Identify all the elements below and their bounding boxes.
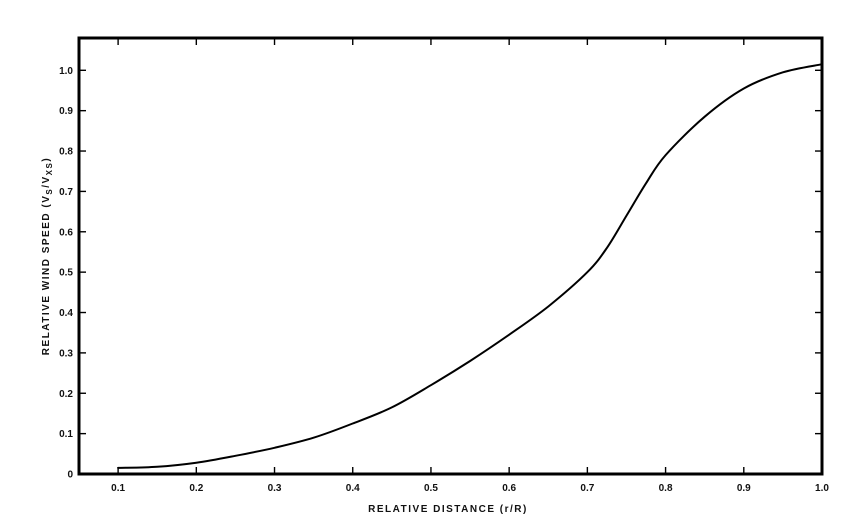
y-tick-label: 0.4 (59, 308, 73, 319)
x-tick-label: 0.3 (268, 483, 282, 494)
y-axis-title: RELATIVE WIND SPEED (VS/VXS) (41, 157, 54, 355)
x-tick-label: 0.5 (424, 483, 438, 494)
y-tick-label: 1.0 (59, 66, 73, 77)
x-tick-label: 0.2 (189, 483, 203, 494)
x-tick-label: 0.6 (502, 483, 516, 494)
y-tick-label: 0 (67, 470, 73, 481)
x-tick-label: 0.9 (737, 483, 751, 494)
x-axis-ticks: 0.1 0.2 0.3 0.4 0.5 0.6 0.7 0.8 0.9 1.0 (111, 38, 829, 494)
y-axis-ticks: 0 0.1 0.2 0.3 0.4 0.5 0.6 0.7 0.8 0.9 1.0 (59, 66, 822, 481)
x-tick-label: 0.4 (346, 483, 360, 494)
y-axis-title-prefix: RELATIVE WIND SPEED (V (41, 195, 52, 356)
plot-frame (77, 36, 824, 476)
x-tick-label: 1.0 (815, 483, 829, 494)
x-tick-label: 0.7 (580, 483, 594, 494)
x-tick-label: 0.8 (659, 483, 673, 494)
y-axis-title-sub1: S (45, 188, 54, 195)
x-tick-label: 0.1 (111, 483, 125, 494)
x-axis-title: RELATIVE DISTANCE (r/R) (368, 504, 528, 515)
y-axis-title-mid: /V (41, 175, 52, 187)
wind-speed-curve (117, 63, 823, 469)
y-axis-title-sub2: XS (45, 162, 54, 176)
y-tick-label: 0.2 (59, 389, 73, 400)
y-tick-label: 0.1 (59, 429, 73, 440)
y-tick-label: 0.5 (59, 268, 73, 279)
y-tick-label: 0.3 (59, 348, 73, 359)
y-tick-label: 0.6 (59, 227, 73, 238)
y-axis-title-suffix: ) (41, 157, 52, 162)
y-tick-label: 0.9 (59, 106, 73, 117)
y-tick-label: 0.7 (59, 187, 73, 198)
y-tick-label: 0.8 (59, 147, 73, 158)
